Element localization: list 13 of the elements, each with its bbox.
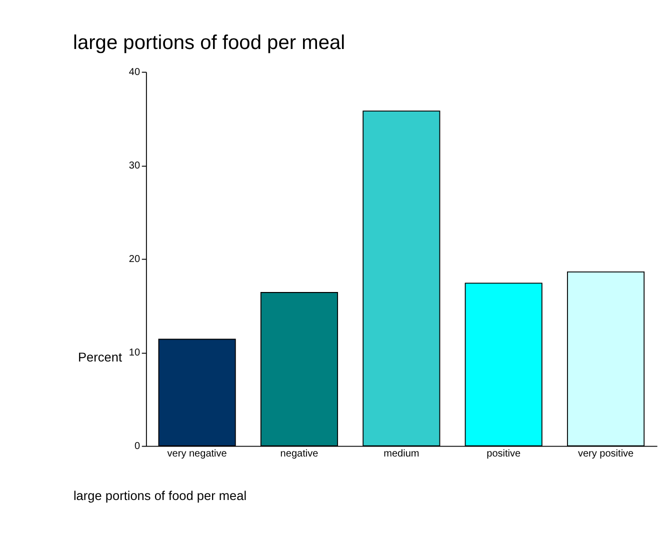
chart-title: large portions of food per meal — [72, 32, 346, 54]
x-axis-title: large portions of food per meal — [73, 488, 247, 504]
y-tick-label: 20 — [128, 254, 140, 266]
x-tick-label: medium — [384, 448, 420, 460]
x-tick-label: negative — [280, 448, 319, 460]
x-tick-label: very positive — [578, 448, 634, 460]
x-tick-label: very negative — [167, 448, 228, 460]
y-tick-label: 0 — [134, 441, 140, 452]
y-axis-title: Percent — [78, 349, 122, 364]
x-tick-label: positive — [486, 448, 522, 460]
y-tick-label: 10 — [128, 348, 140, 359]
y-tick-label: 30 — [128, 160, 140, 172]
y-tick-label: 40 — [128, 67, 140, 78]
